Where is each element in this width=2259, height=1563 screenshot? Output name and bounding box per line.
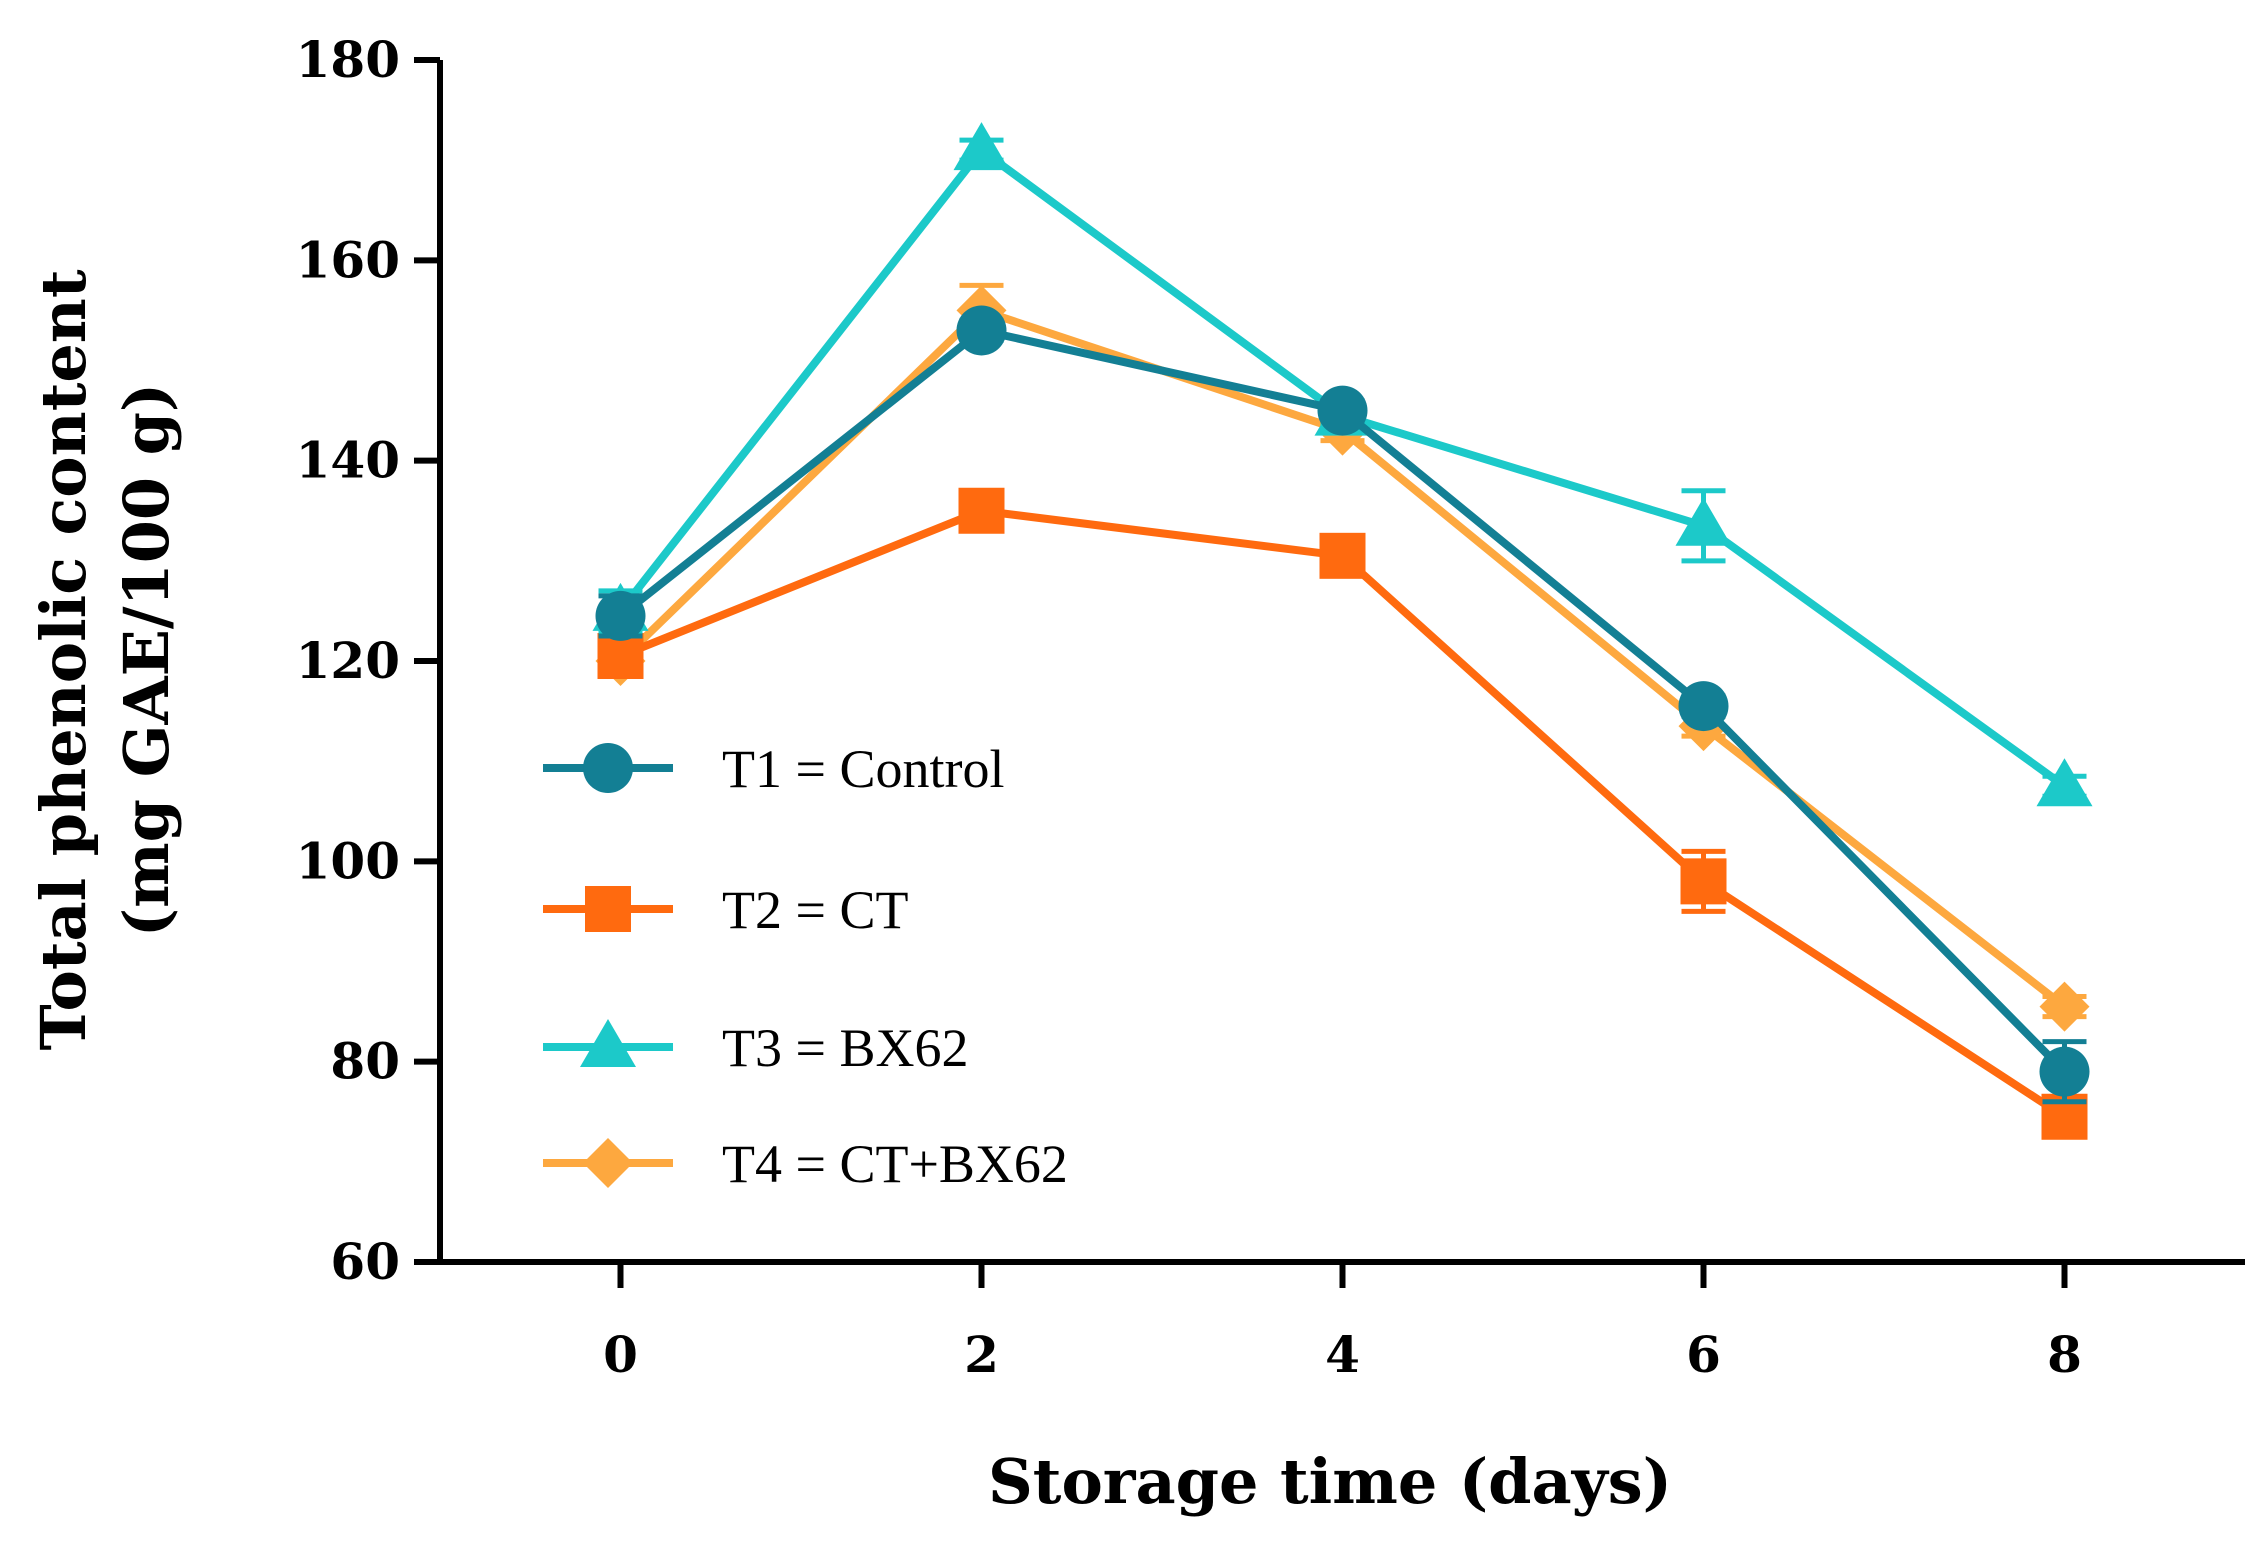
data-point (956, 305, 1007, 356)
plot-area (592, 122, 2093, 1140)
data-point (1680, 858, 1727, 905)
data-point (2039, 981, 2090, 1032)
data-point (595, 590, 646, 641)
x-axis-title: Storage time (days) (988, 1445, 1672, 1518)
legend-marker (583, 743, 633, 793)
x-tick-label: 2 (964, 1325, 999, 1384)
legend-item-4: T4 = CT+BX62 (543, 1134, 1068, 1194)
data-point (1675, 497, 1732, 546)
y-tick-label: 100 (296, 831, 400, 890)
data-point (1678, 681, 1729, 732)
series-2 (597, 487, 2088, 1140)
x-tick-label: 4 (1325, 1325, 1360, 1384)
data-point (1319, 532, 1366, 579)
data-point (2036, 758, 2093, 807)
y-axis-title-line-1: Total phenolic content (27, 269, 100, 1050)
legend-label: T3 = BX62 (722, 1018, 968, 1078)
legend-marker (583, 1138, 633, 1188)
data-point (958, 487, 1005, 534)
series-line (617, 146, 2067, 790)
series-1 (595, 305, 2090, 1105)
legend-item-3: T3 = BX62 (543, 1018, 968, 1078)
y-tick-label: 180 (296, 30, 400, 89)
legend-label: T2 = CT (722, 880, 908, 940)
data-point (953, 122, 1010, 171)
legend-label: T4 = CT+BX62 (722, 1134, 1068, 1194)
legend-marker (585, 886, 631, 932)
y-tick-label: 140 (296, 431, 400, 490)
data-point (1317, 385, 1368, 436)
axes (437, 60, 2245, 1265)
y-axis-title: Total phenolic content (mg GAE/100 g) (27, 269, 183, 1050)
legend-item-2: T2 = CT (543, 880, 908, 940)
legend-marker (580, 1019, 636, 1067)
y-axis-ticks: 60 80 100 120 140 160 180 (296, 30, 440, 1291)
legend-label: T1 = Control (722, 739, 1004, 799)
x-tick-label: 6 (1686, 1325, 1721, 1384)
x-tick-label: 0 (603, 1325, 638, 1384)
y-axis-title-line-2: (mg GAE/100 g) (110, 383, 183, 938)
legend-item-1: T1 = Control (543, 739, 1004, 799)
y-tick-label: 60 (330, 1232, 400, 1291)
y-tick-label: 160 (296, 230, 400, 289)
legend: T1 = Control T2 = CT T3 = BX62 T4 = CT+BX62 (543, 739, 1068, 1194)
x-tick-label: 8 (2047, 1325, 2082, 1384)
y-tick-label: 80 (330, 1032, 400, 1091)
y-tick-label: 120 (296, 631, 400, 690)
x-axis-ticks: 0 2 4 6 8 (603, 1262, 2082, 1384)
data-point (2039, 1046, 2090, 1097)
